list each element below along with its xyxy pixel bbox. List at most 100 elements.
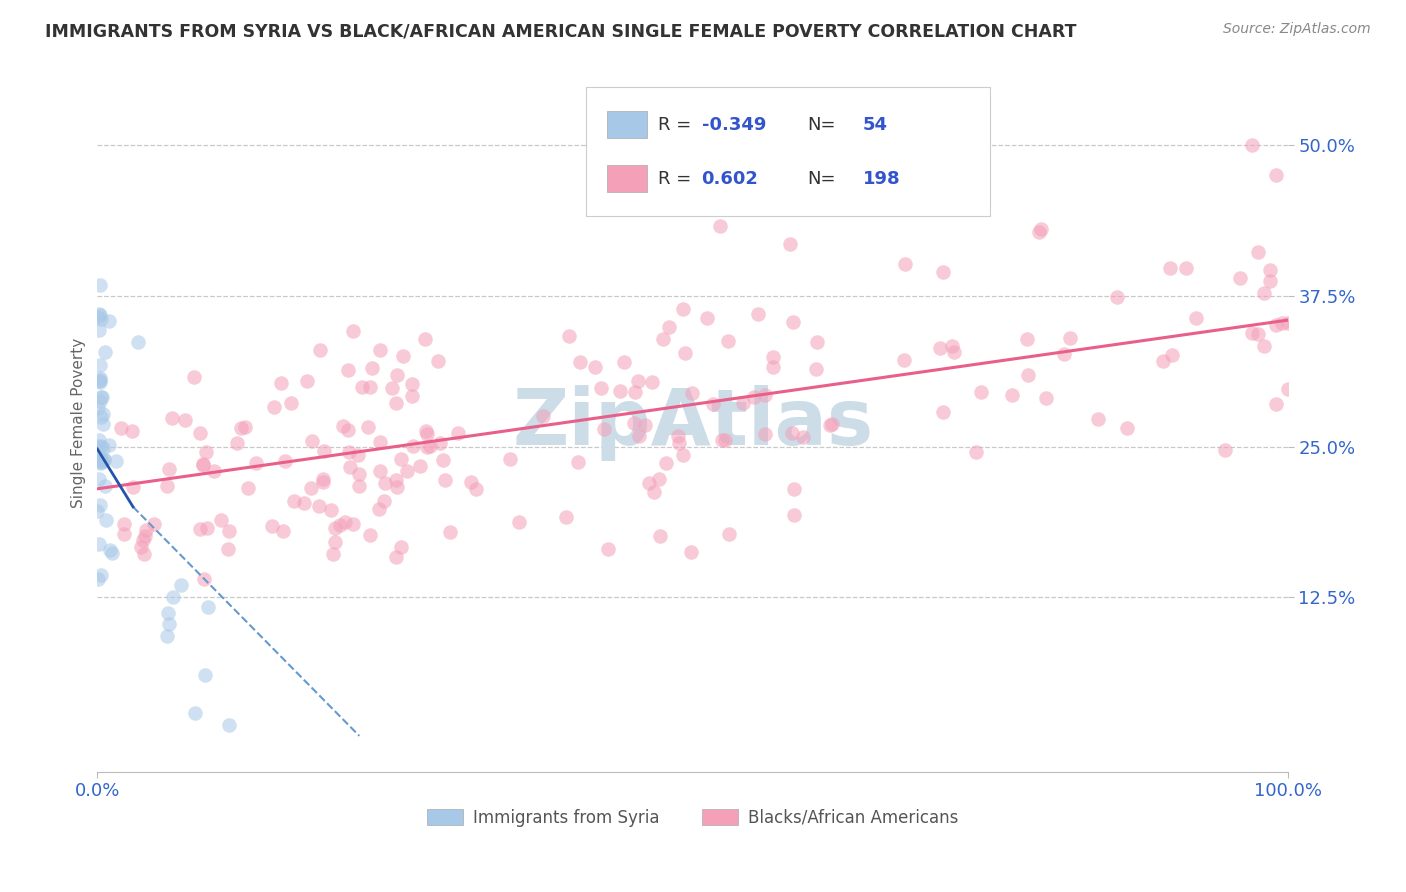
Point: [747, 307, 769, 321]
Point: [1265, 169, 1288, 183]
Point: [195, 521, 218, 535]
Point: [583, 360, 606, 375]
Point: [226, 435, 249, 450]
Point: [402, 439, 425, 453]
Point: [299, 481, 322, 495]
Point: [89, 393, 111, 408]
Point: [321, 503, 343, 517]
Point: [413, 332, 436, 346]
Point: [569, 354, 592, 368]
Point: [292, 495, 315, 509]
Point: [160, 410, 183, 425]
Point: [733, 396, 755, 410]
Point: [87, 323, 110, 337]
Point: [1258, 274, 1281, 288]
Point: [87, 310, 110, 325]
Point: [641, 376, 664, 390]
Point: [623, 416, 645, 430]
Point: [1087, 411, 1109, 425]
Text: R =: R =: [658, 169, 692, 187]
Point: [202, 464, 225, 478]
Point: [89, 498, 111, 512]
Point: [308, 499, 330, 513]
Point: [347, 449, 370, 463]
Y-axis label: Single Female Poverty: Single Female Poverty: [72, 337, 86, 508]
Point: [821, 417, 844, 431]
Point: [87, 439, 110, 453]
Point: [381, 381, 404, 395]
Point: [681, 385, 703, 400]
Point: [89, 370, 111, 384]
Point: [336, 363, 359, 377]
Point: [89, 374, 111, 388]
Point: [1265, 397, 1288, 411]
Point: [613, 355, 636, 369]
Point: [301, 434, 323, 448]
Point: [714, 433, 737, 447]
Point: [806, 335, 828, 350]
Point: [91, 441, 114, 455]
Point: [782, 315, 804, 329]
Point: [709, 219, 731, 233]
Point: [314, 443, 336, 458]
Point: [447, 426, 470, 441]
Point: [89, 359, 111, 373]
Point: [280, 396, 302, 410]
Point: [339, 459, 361, 474]
Point: [970, 384, 993, 399]
Point: [651, 333, 673, 347]
FancyBboxPatch shape: [585, 87, 990, 216]
Point: [1105, 290, 1128, 304]
Point: [347, 479, 370, 493]
Point: [263, 401, 285, 415]
Point: [94, 345, 117, 359]
Point: [173, 413, 195, 427]
Point: [295, 374, 318, 388]
Point: [191, 457, 214, 471]
Point: [89, 456, 111, 470]
Text: 0.602: 0.602: [702, 169, 758, 187]
Point: [401, 389, 423, 403]
Point: [86, 572, 108, 586]
Point: [1035, 391, 1057, 405]
Point: [342, 516, 364, 531]
Point: [1277, 316, 1299, 330]
Point: [89, 277, 111, 292]
Point: [135, 523, 157, 537]
Point: [558, 329, 581, 343]
Point: [332, 418, 354, 433]
Point: [342, 324, 364, 338]
Point: [100, 546, 122, 560]
Point: [104, 454, 127, 468]
Point: [90, 452, 112, 467]
Point: [931, 265, 953, 279]
Point: [86, 446, 108, 460]
Point: [673, 346, 696, 360]
Point: [401, 376, 423, 391]
Point: [1229, 270, 1251, 285]
Point: [121, 424, 143, 438]
Point: [1185, 311, 1208, 326]
Point: [110, 421, 132, 435]
Point: [710, 433, 733, 447]
Point: [762, 359, 785, 374]
Point: [329, 518, 352, 533]
Text: 198: 198: [863, 169, 900, 187]
Point: [90, 311, 112, 326]
Point: [893, 353, 915, 368]
Point: [209, 513, 232, 527]
Point: [589, 381, 612, 395]
Point: [1052, 347, 1074, 361]
Point: [112, 526, 135, 541]
Point: [336, 423, 359, 437]
Point: [93, 479, 115, 493]
Point: [157, 617, 180, 632]
Point: [359, 528, 381, 542]
Point: [308, 343, 330, 357]
Point: [943, 344, 966, 359]
Point: [432, 453, 454, 467]
Point: [1265, 318, 1288, 332]
Point: [93, 417, 115, 431]
Point: [385, 549, 408, 564]
Point: [89, 308, 111, 322]
